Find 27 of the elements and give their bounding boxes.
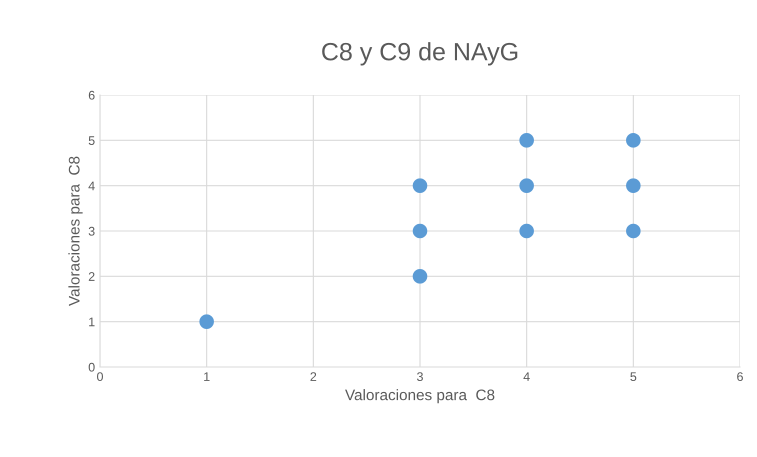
y-tick-label: 3 — [88, 226, 95, 236]
y-tick-label: 5 — [88, 136, 95, 145]
chart-title: C8 y C9 de NAyG — [322, 42, 518, 66]
y-tick-label: 1 — [89, 318, 95, 326]
point — [412, 178, 428, 193]
x-tick-label: 2 — [310, 372, 316, 381]
x-tick-label: 0 — [97, 372, 103, 382]
x-tick-label: 5 — [630, 372, 636, 382]
point — [412, 269, 428, 284]
point — [626, 224, 641, 238]
y-tick-label: 2 — [88, 272, 95, 281]
y-axis-title: Valoraciones para C8 — [68, 156, 83, 306]
point — [626, 178, 641, 193]
point — [412, 224, 428, 238]
x-tick-label: 6 — [737, 372, 743, 382]
x-tick-label: 4 — [523, 372, 530, 381]
point — [199, 314, 214, 329]
x-tick-label: 1 — [204, 372, 210, 381]
point — [519, 224, 534, 238]
y-tick-label: 6 — [88, 90, 95, 100]
y-tick-label: 0 — [88, 362, 95, 372]
point — [519, 178, 534, 193]
point — [626, 133, 641, 148]
y-tick-label: 4 — [88, 182, 95, 190]
point — [519, 133, 534, 148]
x-tick-label: 3 — [417, 372, 423, 382]
x-axis-title: Valoraciones para C8 — [345, 389, 494, 404]
